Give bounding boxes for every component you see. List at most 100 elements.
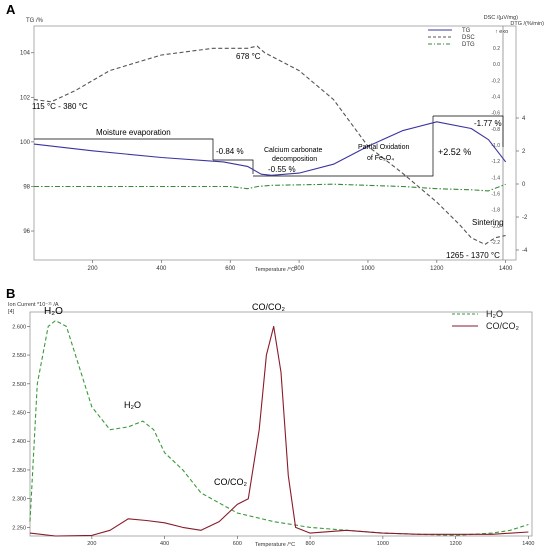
panel-a-xlabel: Temperature /°C <box>255 267 295 273</box>
panel-b-xlabel: Temperature /°C <box>255 542 295 548</box>
panel-a-ylabel-dtg: DTG /(%/min) <box>510 21 544 27</box>
annot-calcium-2: decomposition <box>272 156 317 163</box>
a-dsc-tick-label: -2.0 <box>491 224 500 230</box>
b-y-tick-label: 2.500 <box>12 382 26 388</box>
a-dtg-tick-label: 2 <box>522 149 526 155</box>
b-y-tick-label: 2.450 <box>12 411 26 417</box>
a-left-tick-label: 104 <box>20 51 31 57</box>
panel-a-brackets <box>34 115 504 177</box>
a-dsc-tick-label: -0.4 <box>491 95 500 101</box>
b-x-tick-label: 200 <box>87 541 96 547</box>
annot-co-shoulder: CO/CO₂ <box>214 477 248 487</box>
b-x-tick-label: 1000 <box>377 541 389 547</box>
panel-a: A TG /% DSC /(µV/mg) DTG /(%/min) ↑ exo … <box>6 2 544 273</box>
annot-678: 678 °C <box>236 52 261 61</box>
annot-partial-1: Partial Oxidation <box>358 144 409 151</box>
panel-a-exo-label: ↑ exo <box>495 29 508 35</box>
annot-h2o-1: H₂O <box>44 306 63 317</box>
panel-b-ylabel: Ion Current *10⁻¹¹ /A <box>8 302 59 308</box>
legend-tg-label: TG <box>462 28 471 34</box>
a-dsc-tick-label: 0.2 <box>493 46 500 52</box>
annot-calcium-1: Calcium carbonate <box>264 147 322 154</box>
annot-1265-1370: 1265 - 1370 °C <box>446 251 500 260</box>
panel-a-plot-frame <box>33 25 517 261</box>
series-dtg-line <box>34 183 506 192</box>
b-y-tick-label: 2.350 <box>12 468 26 474</box>
panel-a-annotations: 678 °C 115 °C - 380 °C Moisture evaporat… <box>32 52 504 260</box>
annot-sintering: Sintering <box>472 218 504 227</box>
panel-b-series <box>29 320 529 537</box>
a-x-tick-label: 1000 <box>361 266 375 272</box>
panel-b-legend: H₂O CO/CO₂ <box>452 309 520 331</box>
panel-a-legend: TG DSC DTG <box>428 28 475 48</box>
series-dsc-line <box>33 45 506 245</box>
legend-h2o-label: H₂O <box>486 309 503 319</box>
b-x-tick-label: 800 <box>306 541 315 547</box>
a-x-tick-label: 400 <box>156 266 167 272</box>
a-x-tick-label: 1200 <box>430 266 444 272</box>
a-dsc-tick-label: -1.8 <box>491 208 500 214</box>
legend-dtg-label: DTG <box>462 42 475 48</box>
b-y-tick-label: 2.300 <box>12 497 26 503</box>
a-x-tick-label: 600 <box>225 266 236 272</box>
annot-gain-252: +2.52 % <box>438 147 471 157</box>
panel-a-x-ticks: 200 400 600 800 1000 1200 1400 <box>88 260 513 272</box>
panel-b-annotations: H₂O H₂O CO/CO₂ CO/CO₂ <box>44 302 286 487</box>
a-dtg-tick-label: -2 <box>522 215 528 221</box>
annot-115-380: 115 °C - 380 °C <box>32 102 88 111</box>
a-dsc-tick-label: -0.8 <box>491 127 500 133</box>
bracket-partial <box>253 116 434 177</box>
a-dsc-tick-label: -0.2 <box>491 78 500 84</box>
panel-b-ylabel-sub: [4] <box>8 309 15 315</box>
bracket-sintering <box>433 115 504 147</box>
series-tg-line <box>33 121 507 176</box>
b-x-tick-label: 1200 <box>449 541 461 547</box>
legend-dsc-label: DSC <box>462 35 475 41</box>
panel-a-left-ticks: 96 98 100 102 104 <box>20 51 34 235</box>
a-dsc-tick-label: -1.0 <box>491 143 500 149</box>
a-dtg-tick-label: 0 <box>522 182 526 188</box>
a-left-tick-label: 102 <box>20 95 31 101</box>
panel-a-dtg-ticks: 4 2 0 -2 -4 <box>516 116 528 254</box>
series-co-co2-line <box>29 325 529 537</box>
b-y-tick-label: 2.400 <box>12 439 26 445</box>
b-y-tick-label: 2.550 <box>12 353 26 359</box>
b-x-tick-label: 1400 <box>522 541 534 547</box>
panel-a-series <box>33 45 507 245</box>
a-left-tick-label: 96 <box>23 229 30 235</box>
b-y-tick-label: 2.600 <box>12 324 26 330</box>
annot-loss-055: -0.55 % <box>268 165 296 174</box>
a-dtg-tick-label: -4 <box>522 248 528 254</box>
panel-b-y-ticks: 2.250 2.300 2.350 2.400 2.450 2.500 2.550 2.600 <box>12 324 30 531</box>
panel-b: B Ion Current *10⁻¹¹ /A [4] H₂O CO/CO₂ 2… <box>6 286 534 548</box>
panel-a-dsc-ticks: 0.2 0.0 -0.2 -0.4 -0.6 -0.8 -1.0 -1.2 -1.4 -1.6 -1… <box>491 46 500 246</box>
a-left-tick-label: 100 <box>20 140 31 146</box>
panel-a-ylabel-left: TG /% <box>26 18 44 24</box>
b-x-tick-label: 600 <box>233 541 242 547</box>
panel-a-label: A <box>6 2 16 17</box>
annot-loss-177: -1.77 % <box>474 119 502 128</box>
a-dsc-tick-label: -1.6 <box>491 192 500 198</box>
a-x-tick-label: 1400 <box>499 266 513 272</box>
a-dsc-tick-label: -0.6 <box>491 111 500 117</box>
b-x-tick-label: 400 <box>160 541 169 547</box>
bracket-moisture <box>34 138 214 160</box>
panel-b-plot-frame <box>29 311 533 537</box>
annot-moisture: Moisture evaporation <box>96 128 171 137</box>
panel-a-ylabel-dsc: DSC /(µV/mg) <box>484 15 519 21</box>
annot-partial-2: of Fe₃O₄ <box>367 155 394 162</box>
a-dsc-tick-label: -2.2 <box>491 240 500 246</box>
annot-loss-084: -0.84 % <box>216 147 244 156</box>
a-dsc-tick-label: 0.0 <box>493 62 500 68</box>
a-x-tick-label: 200 <box>88 266 99 272</box>
legend-co-label: CO/CO₂ <box>486 321 520 331</box>
panel-b-x-ticks: 200 400 600 800 1000 1200 1400 <box>87 536 534 547</box>
a-dsc-tick-label: -1.4 <box>491 175 500 181</box>
panel-b-label: B <box>6 286 15 301</box>
annot-h2o-2: H₂O <box>124 400 141 410</box>
series-h2o-line <box>29 320 529 536</box>
annot-co-peak: CO/CO₂ <box>252 302 286 312</box>
a-x-tick-label: 800 <box>294 266 305 272</box>
a-dsc-tick-label: -1.2 <box>491 159 500 165</box>
